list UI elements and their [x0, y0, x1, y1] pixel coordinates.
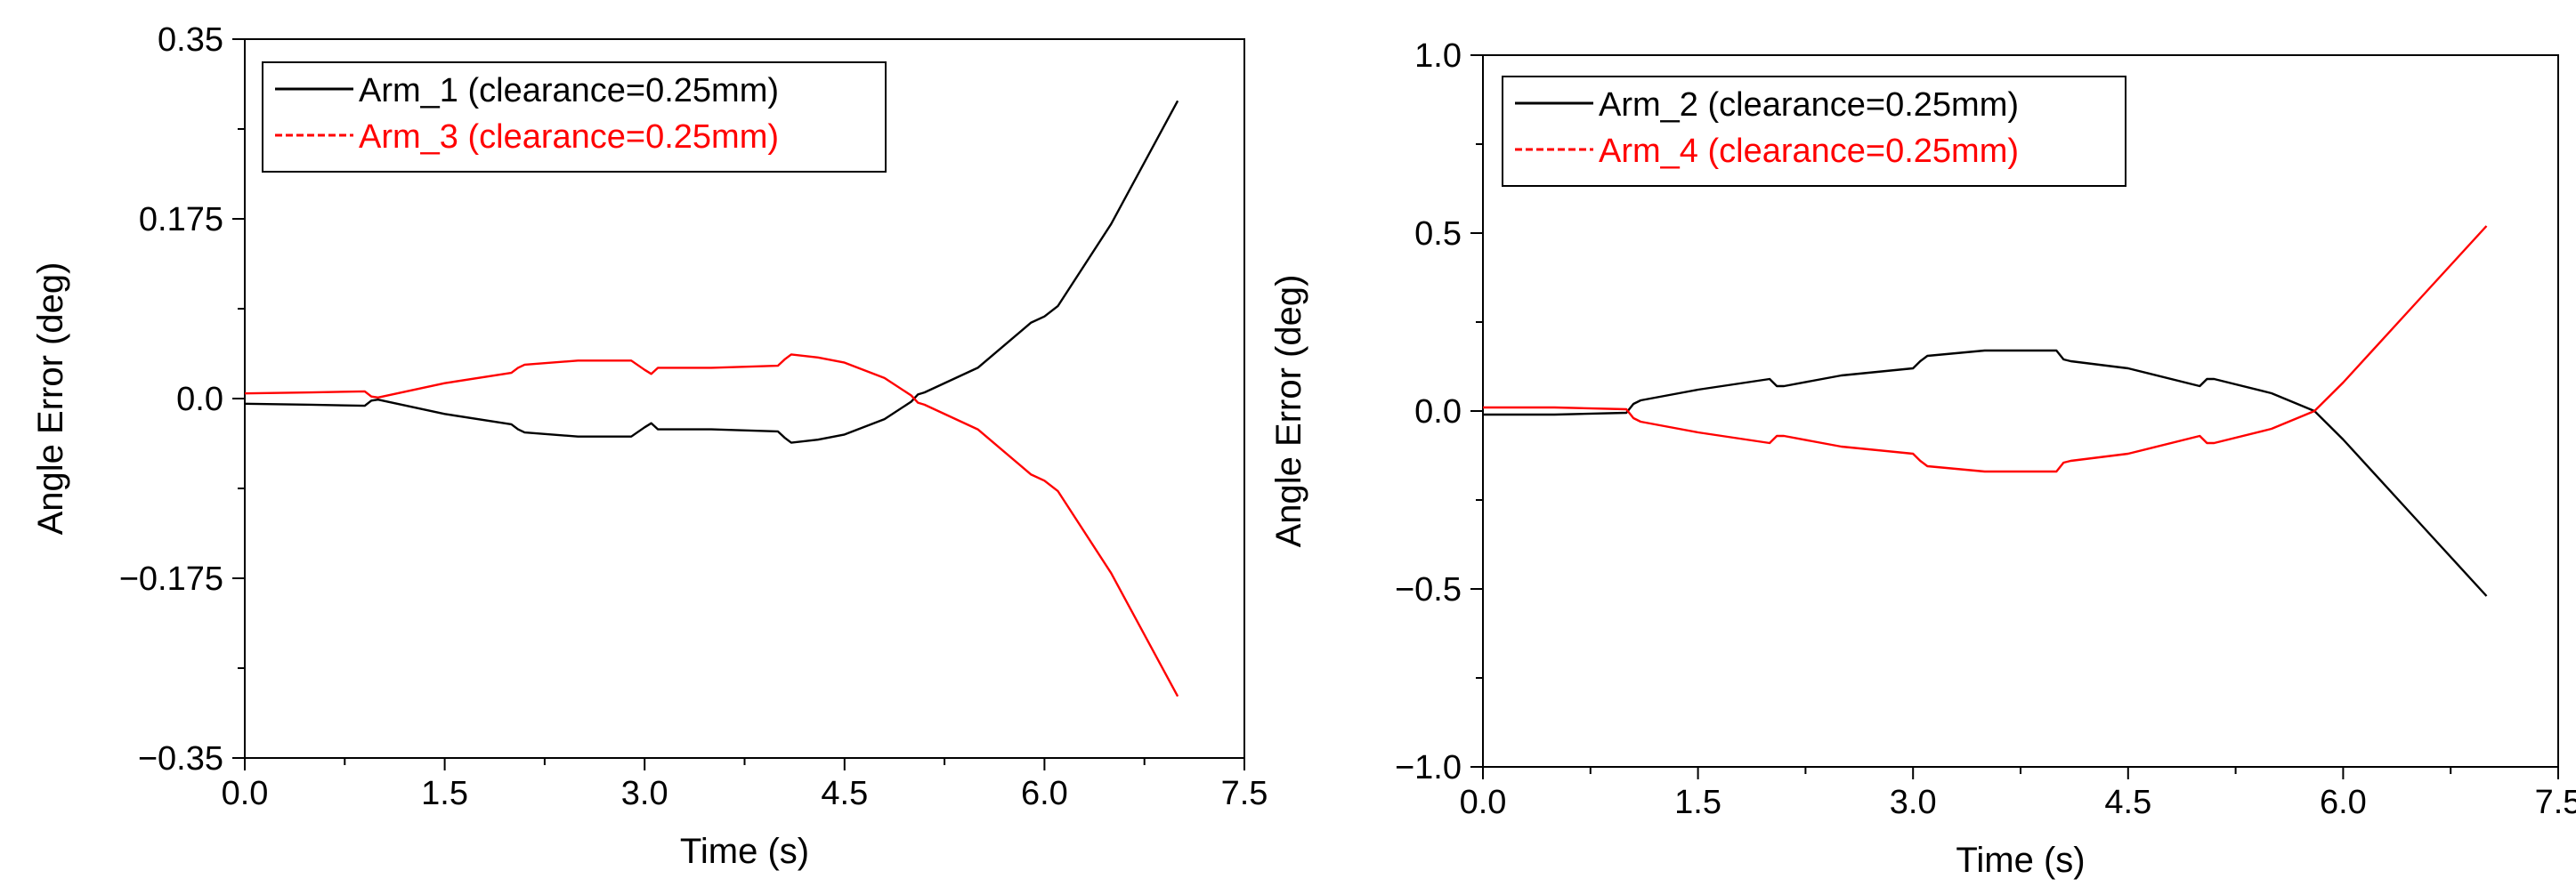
right-xtick-label: 0.0: [1460, 784, 1507, 821]
chart-left: 0.0 1.5 3.0 4.5 6.0 7.5 0.35 0.175 0.0 −0.175 −0.3…: [31, 21, 1268, 871]
left-xtick-label: 7.5: [1221, 775, 1268, 812]
left-ytick-label: −0.175: [119, 560, 223, 598]
left-ytick-label: −0.35: [138, 740, 223, 778]
left-series-line-2: [244, 353, 1179, 697]
right-xlabel: Time (s): [1956, 841, 2085, 880]
left-ytick-label: 0.35: [158, 21, 223, 59]
right-ytick-label: −1.0: [1395, 749, 1462, 786]
right-ytick-label: −0.5: [1395, 571, 1462, 609]
right-xtick-label: 6.0: [2320, 784, 2367, 821]
chart-right: 0.0 1.5 3.0 4.5 6.0 7.5 1.0 0.5 0.0 −0.5 −1.0 Time …: [1269, 37, 2576, 880]
left-xtick-label: 0.0: [222, 775, 269, 812]
left-xtick-label: 1.5: [421, 775, 468, 812]
right-ytick-label: 0.0: [1414, 393, 1462, 431]
right-legend-label-2: Arm_4 (clearance=0.25mm): [1599, 133, 2019, 170]
right-ytick-label: 1.0: [1414, 37, 1462, 75]
right-ylabel: Angle Error (deg): [1269, 275, 1308, 548]
left-legend-box: [262, 61, 887, 173]
right-legend-label-1: Arm_2 (clearance=0.25mm): [1599, 86, 2019, 124]
left-legend-label-2: Arm_3 (clearance=0.25mm): [359, 118, 779, 156]
left-xtick-label: 6.0: [1021, 775, 1068, 812]
right-ytick-label: 0.5: [1414, 215, 1462, 253]
right-xtick-label: 7.5: [2535, 784, 2576, 821]
left-xtick-label: 4.5: [821, 775, 868, 812]
left-ylabel: Angle Error (deg): [31, 262, 70, 536]
right-legend-box: [1502, 76, 2126, 187]
left-ytick-label: 0.0: [176, 381, 223, 418]
left-xtick-label: 3.0: [621, 775, 668, 812]
left-series-line-1: [244, 100, 1179, 444]
left-ytick-label: 0.175: [139, 201, 223, 238]
right-xtick-label: 4.5: [2104, 784, 2151, 821]
right-series-line-1: [1483, 349, 2488, 597]
left-xlabel: Time (s): [680, 832, 809, 871]
right-series-line-2: [1483, 225, 2488, 473]
right-xtick-label: 3.0: [1890, 784, 1937, 821]
right-xtick-label: 1.5: [1674, 784, 1721, 821]
left-legend-label-1: Arm_1 (clearance=0.25mm): [359, 72, 779, 109]
